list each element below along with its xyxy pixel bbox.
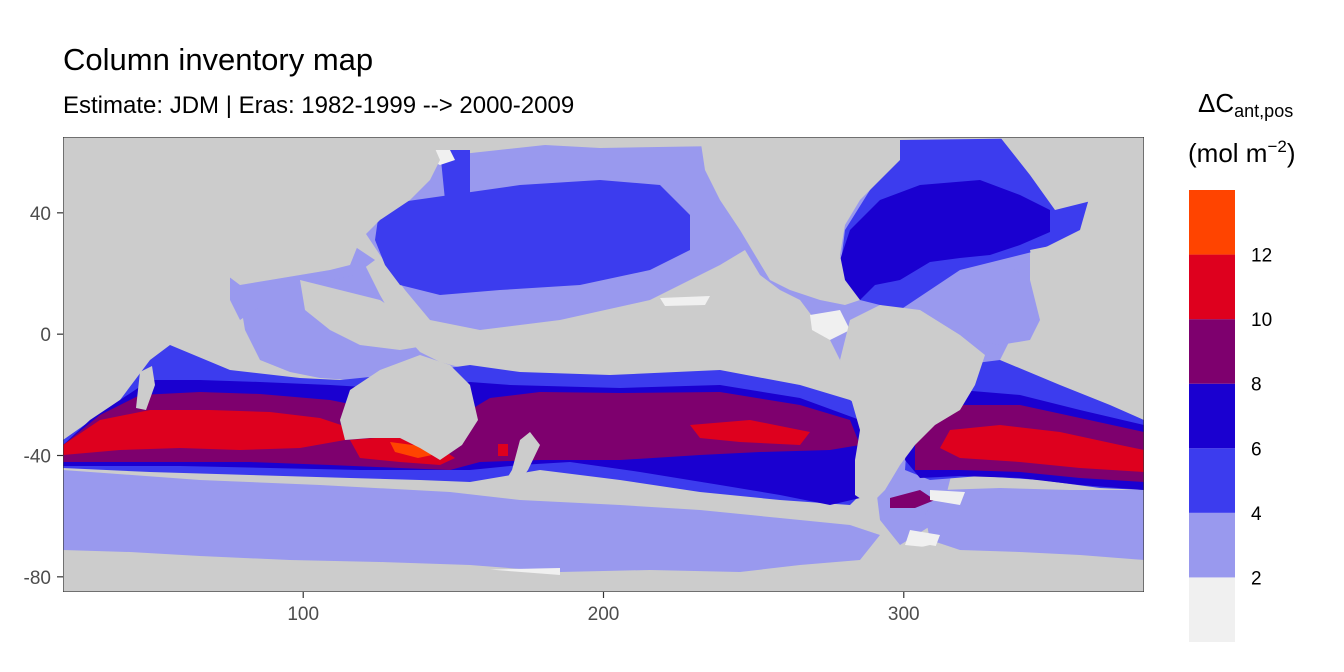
legend-swatch: [1189, 254, 1235, 320]
x-tick-label: 300: [888, 604, 920, 625]
land-europe: [1080, 137, 1144, 240]
land-new-zealand: [500, 432, 540, 492]
legend-break-label: 8: [1251, 375, 1262, 396]
map-panel: [63, 137, 1144, 592]
land-madagascar: [136, 366, 155, 410]
legend-labels: 2 4 6 8 10 12: [1251, 246, 1272, 590]
legend-swatch: [1189, 448, 1235, 513]
land-australia: [340, 355, 478, 460]
legend-title-main: ΔC: [1198, 88, 1234, 118]
land-antarctica: [63, 545, 1144, 592]
x-axis: 100 200 300: [287, 592, 920, 625]
y-tick-label: -40: [24, 447, 51, 468]
land-africa-east: [1030, 240, 1144, 420]
x-tick-label: 200: [588, 604, 620, 625]
legend-swatch: [1189, 512, 1235, 578]
chart-subtitle: Estimate: JDM | Eras: 1982-1999 --> 2000…: [63, 92, 574, 119]
legend-unit-suffix: ): [1287, 138, 1296, 168]
legend-break-label: 10: [1251, 310, 1272, 331]
legend-swatch: [1189, 190, 1235, 255]
legend-break-label: 2: [1251, 568, 1262, 589]
legend-unit: (mol m−2): [1188, 137, 1296, 168]
legend-break-label: 4: [1251, 504, 1262, 525]
legend-title-sub: ant,pos: [1234, 101, 1293, 121]
land-sea-asia: [300, 280, 430, 350]
land-north-america: [700, 137, 900, 305]
land-africa: [63, 137, 230, 380]
legend-break-label: 6: [1251, 439, 1262, 460]
legend-swatch: [1189, 383, 1235, 449]
ocean-bin-10-12: [63, 308, 1144, 472]
legend: ΔCant,pos (mol m−2) 2 4 6 8 10 12: [1188, 88, 1296, 642]
land-greenland: [1000, 137, 1120, 210]
legend-swatch: [1189, 577, 1235, 642]
legend-break-label: 12: [1251, 246, 1272, 267]
land-south-america: [840, 305, 985, 505]
land-asia: [160, 137, 440, 285]
chart-title: Column inventory map: [63, 42, 373, 77]
legend-title: ΔCant,pos: [1198, 88, 1293, 121]
ocean-bin-12plus: [390, 442, 432, 458]
legend-unit-prefix: (mol m: [1188, 138, 1267, 168]
y-axis: 40 0 -40 -80: [24, 204, 63, 589]
legend-unit-exp: −2: [1267, 137, 1286, 156]
y-tick-label: 40: [30, 204, 51, 225]
x-tick-label: 100: [287, 604, 319, 625]
legend-swatch: [1189, 319, 1235, 384]
legend-bins: [1189, 190, 1235, 642]
land: [63, 137, 1144, 592]
y-tick-label: -80: [24, 568, 51, 589]
y-tick-label: 0: [40, 325, 51, 346]
